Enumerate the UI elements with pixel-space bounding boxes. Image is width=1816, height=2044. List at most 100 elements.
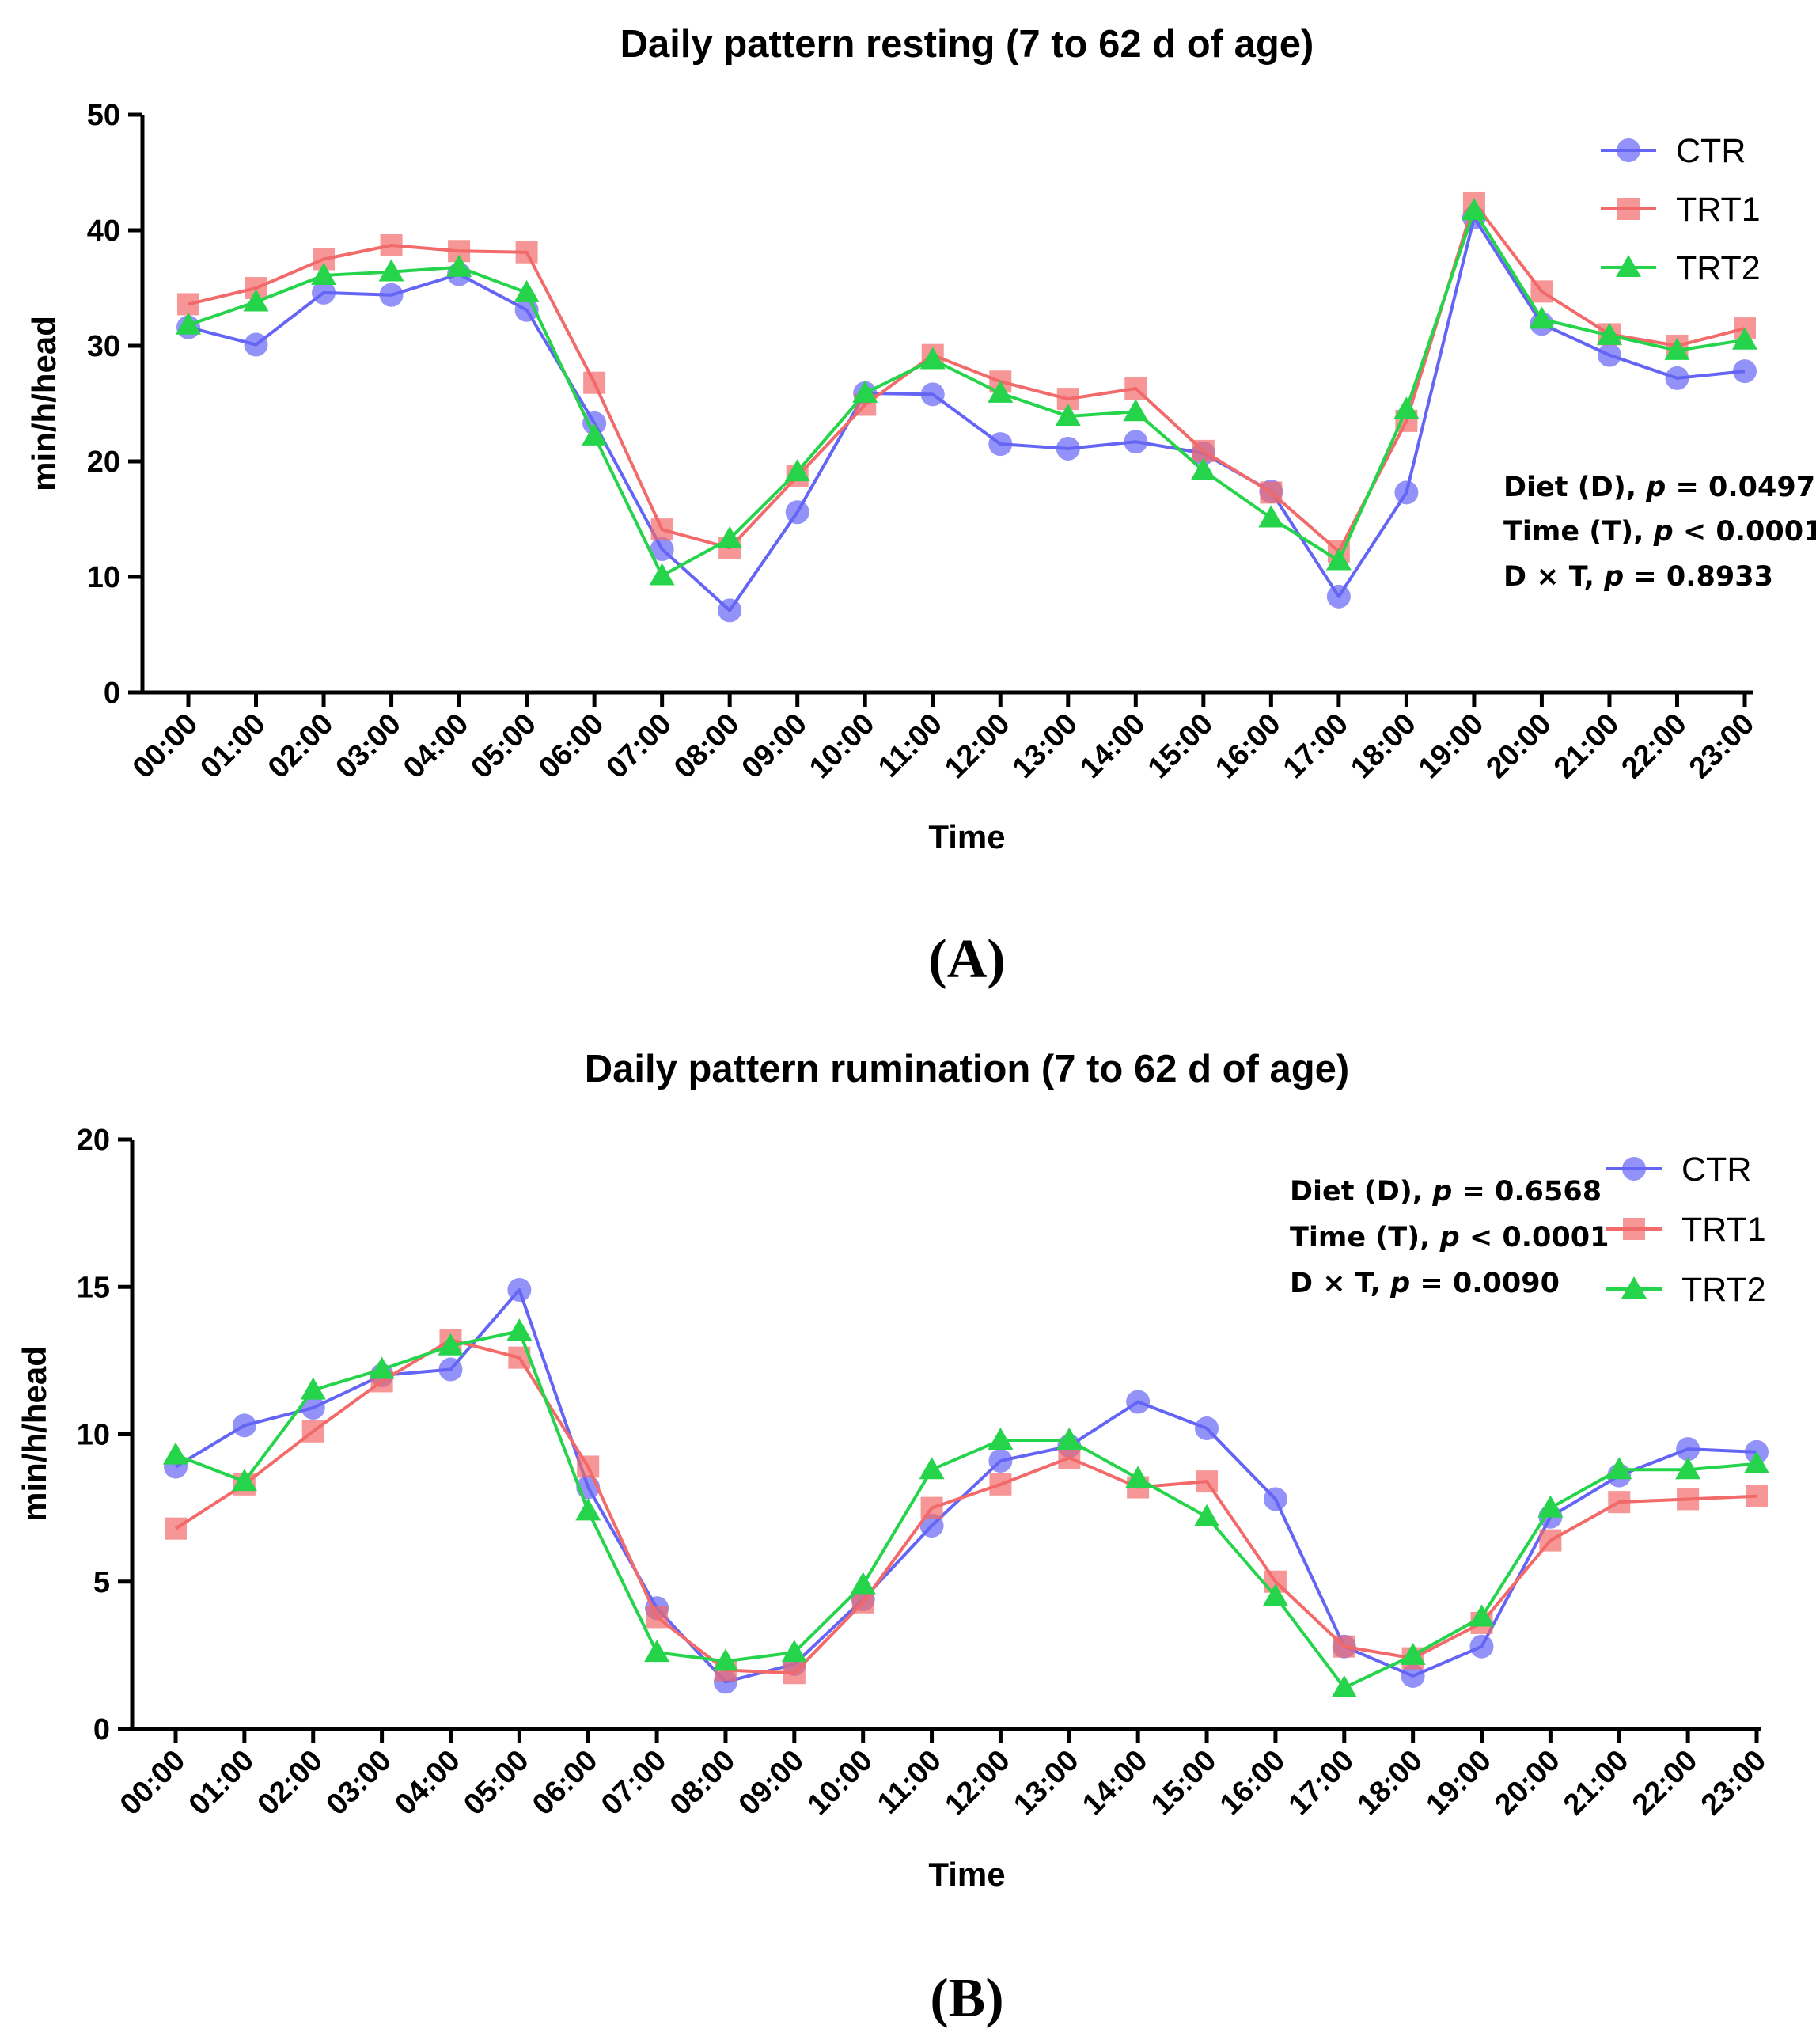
data-point-ctr bbox=[1733, 359, 1757, 384]
data-point-trt2 bbox=[784, 459, 810, 482]
data-point-ctr bbox=[1326, 584, 1351, 609]
data-point-trt2 bbox=[649, 563, 675, 586]
data-point-trt1 bbox=[177, 293, 199, 316]
data-point-trt2 bbox=[1732, 327, 1757, 350]
legend-label-ctr: CTR bbox=[1681, 1151, 1751, 1189]
plot-series bbox=[176, 191, 1757, 623]
data-point-trt2 bbox=[644, 1640, 670, 1663]
stat-interaction: D × T, p = 0.0090 bbox=[1290, 1268, 1560, 1299]
data-point-trt1 bbox=[851, 1591, 874, 1614]
data-point-ctr bbox=[1597, 343, 1621, 367]
data-point-ctr bbox=[988, 1449, 1013, 1473]
legend-swatch-trt1 bbox=[1623, 1218, 1645, 1240]
y-tick-label: 30 bbox=[87, 330, 120, 363]
data-point-trt2 bbox=[378, 259, 404, 282]
data-point-trt2 bbox=[506, 1318, 533, 1341]
data-point-trt2 bbox=[1123, 399, 1149, 422]
y-tick-label: 20 bbox=[77, 1124, 110, 1157]
x-axis-label: Time bbox=[928, 818, 1005, 855]
legend-swatch-trt2 bbox=[1621, 1276, 1647, 1299]
data-point-ctr bbox=[919, 1513, 944, 1538]
stat-time: Time (T), p < 0.0001 bbox=[1503, 516, 1816, 548]
data-point-ctr bbox=[1124, 430, 1148, 454]
data-point-trt2 bbox=[1258, 505, 1284, 528]
data-point-trt2 bbox=[1469, 1604, 1495, 1627]
panel-label-b: (B) bbox=[930, 1968, 1003, 2029]
legend-swatch-ctr bbox=[1622, 1157, 1646, 1181]
legend: CTR TRT1 TRT2 bbox=[1606, 1151, 1766, 1309]
stat-diet: Diet (D), p = 0.6568 bbox=[1290, 1176, 1602, 1208]
data-point-ctr bbox=[785, 500, 809, 525]
y-tick-label: 40 bbox=[87, 214, 120, 248]
data-point-ctr bbox=[582, 411, 607, 435]
data-point-ctr bbox=[1676, 1437, 1700, 1462]
data-point-trt2 bbox=[1400, 1642, 1426, 1665]
legend-label-trt2: TRT2 bbox=[1681, 1271, 1766, 1309]
data-point-trt2 bbox=[1194, 1504, 1220, 1526]
y-tick-label: 5 bbox=[93, 1566, 110, 1599]
data-point-trt2 bbox=[514, 279, 540, 302]
data-point-ctr bbox=[379, 283, 404, 307]
data-point-trt1 bbox=[1124, 377, 1147, 400]
legend-label-trt1: TRT1 bbox=[1676, 191, 1761, 229]
data-point-trt2 bbox=[231, 1469, 257, 1492]
data-point-trt2 bbox=[1675, 1457, 1701, 1480]
chart-title-rumination: Daily pattern rumination (7 to 62 d of a… bbox=[585, 1048, 1350, 1090]
data-point-trt2 bbox=[988, 380, 1014, 403]
data-point-trt1 bbox=[1608, 1491, 1631, 1514]
data-point-trt2 bbox=[575, 1498, 601, 1521]
legend-swatch-trt1 bbox=[1617, 198, 1640, 220]
data-point-trt2 bbox=[1393, 396, 1420, 419]
plot-series bbox=[163, 1277, 1769, 1697]
data-point-trt1 bbox=[1677, 1488, 1700, 1511]
legend: CTR TRT1 TRT2 bbox=[1601, 132, 1761, 287]
data-point-trt2 bbox=[582, 423, 608, 446]
data-point-ctr bbox=[1469, 1634, 1494, 1659]
data-point-trt1 bbox=[646, 1606, 669, 1629]
data-point-trt2 bbox=[919, 347, 946, 370]
data-point-trt2 bbox=[1125, 1466, 1151, 1488]
data-point-trt1 bbox=[577, 1455, 600, 1478]
data-point-ctr bbox=[718, 598, 742, 623]
y-tick-label: 10 bbox=[77, 1419, 110, 1452]
data-point-ctr bbox=[507, 1277, 532, 1302]
data-point-ctr bbox=[244, 332, 268, 357]
stats-annotation: Diet (D), p = 0.6568 Time (T), p < 0.000… bbox=[1290, 1176, 1609, 1299]
data-point-trt2 bbox=[300, 1377, 326, 1400]
data-point-trt2 bbox=[850, 1572, 876, 1595]
stats-annotation: Diet (D), p = 0.0497 Time (T), p < 0.000… bbox=[1503, 472, 1816, 593]
data-point-ctr bbox=[312, 280, 336, 305]
data-point-trt1 bbox=[1196, 1470, 1219, 1493]
y-tick-label: 15 bbox=[77, 1271, 110, 1304]
series-line-trt1 bbox=[188, 200, 1746, 553]
data-point-trt2 bbox=[1461, 198, 1487, 221]
data-point-trt2 bbox=[243, 289, 269, 312]
data-point-trt1 bbox=[989, 1473, 1012, 1496]
data-point-trt1 bbox=[583, 371, 606, 394]
data-point-trt2 bbox=[1325, 548, 1352, 571]
data-point-trt1 bbox=[380, 233, 403, 256]
data-point-trt2 bbox=[1744, 1451, 1769, 1473]
x-axis-label: Time bbox=[928, 1856, 1005, 1893]
legend-label-trt2: TRT2 bbox=[1676, 249, 1761, 287]
data-point-trt2 bbox=[1056, 1427, 1082, 1450]
data-point-trt2 bbox=[446, 254, 472, 277]
data-point-trt1 bbox=[1333, 1635, 1355, 1658]
y-ticks: 0 5 10 15 20 bbox=[77, 1124, 132, 1746]
data-point-trt2 bbox=[717, 525, 743, 548]
stat-interaction: D × T, p = 0.8933 bbox=[1503, 561, 1773, 593]
data-point-trt2 bbox=[781, 1640, 807, 1663]
data-point-trt2 bbox=[1606, 1457, 1632, 1480]
data-point-trt1 bbox=[783, 1662, 806, 1685]
data-point-ctr bbox=[1056, 436, 1080, 461]
data-point-trt1 bbox=[1260, 481, 1283, 504]
data-point-ctr bbox=[988, 432, 1013, 457]
panel-label-a: (A) bbox=[928, 929, 1005, 990]
data-point-ctr bbox=[650, 537, 674, 561]
series-line-trt1 bbox=[174, 1338, 1757, 1675]
stat-time: Time (T), p < 0.0001 bbox=[1290, 1222, 1609, 1253]
data-point-ctr bbox=[1394, 480, 1419, 505]
data-point-trt1 bbox=[165, 1517, 187, 1540]
data-point-ctr bbox=[301, 1395, 325, 1420]
